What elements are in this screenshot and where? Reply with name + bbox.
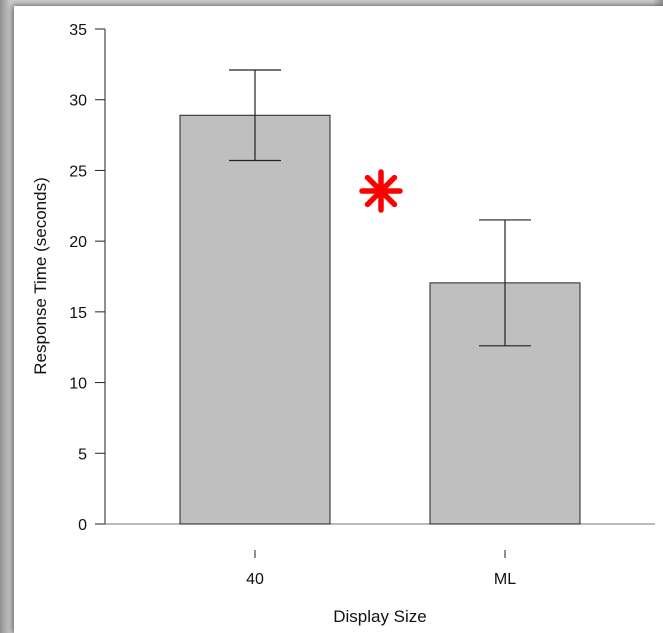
y-tick-label: 10 (69, 376, 87, 393)
y-tick-label: 15 (69, 305, 87, 322)
significance-asterisk (359, 169, 403, 213)
asterisk-stroke (364, 174, 398, 208)
x-axis-title: Display Size (333, 607, 427, 626)
y-tick-label: 20 (69, 234, 87, 251)
y-tick-label: 5 (78, 446, 87, 463)
y-tick-label: 25 (69, 163, 87, 180)
x-tick-label: ML (494, 571, 516, 588)
x-axis: 40 ML (105, 523, 655, 588)
y-tick-label: 35 (69, 22, 87, 39)
y-tick-label: 30 (69, 93, 87, 110)
error-bars (229, 69, 531, 347)
bar-40 (179, 114, 331, 525)
x-tick-label: 40 (246, 571, 264, 588)
bars (179, 114, 581, 525)
y-axis: 0 5 10 15 20 25 30 35 (69, 22, 106, 534)
y-axis-title: Response Time (seconds) (31, 177, 50, 374)
y-tick-label: 0 (78, 517, 87, 534)
